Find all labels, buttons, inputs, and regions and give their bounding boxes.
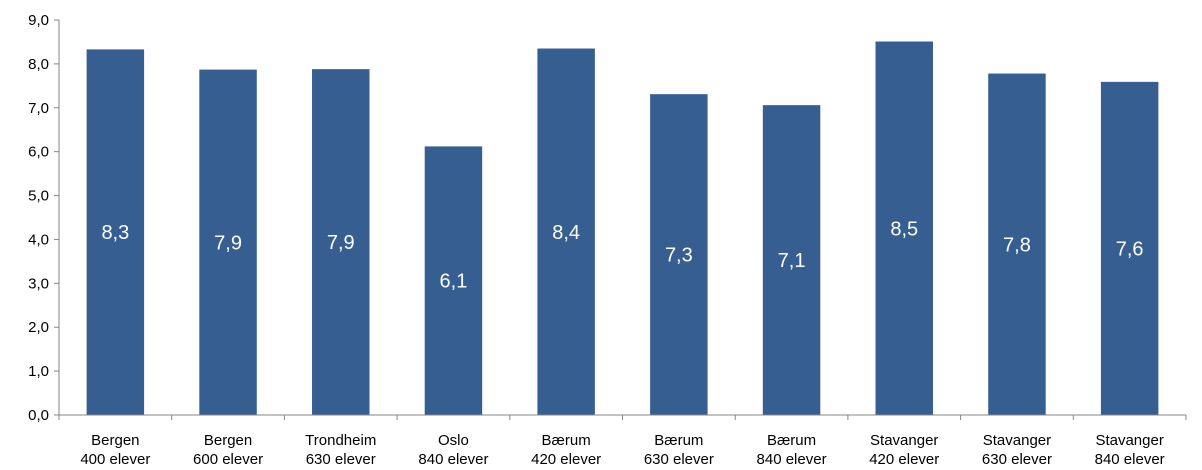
bar-data-label: 7,1 <box>778 250 806 272</box>
bar <box>86 49 145 416</box>
bar <box>1100 81 1159 415</box>
bar <box>312 69 370 416</box>
bar-data-label: 7,6 <box>1116 238 1144 260</box>
y-tick-label: 7,0 <box>28 100 49 117</box>
bar <box>424 146 483 415</box>
bar-data-label: 8,3 <box>101 222 129 244</box>
bar <box>650 94 708 415</box>
y-tick-label: 5,0 <box>28 188 49 205</box>
bar <box>199 69 257 415</box>
y-tick-label: 2,0 <box>28 319 49 336</box>
x-category-label: Stavanger 630 elever <box>982 432 1052 468</box>
x-category-label: Stavanger 420 elever <box>869 432 939 468</box>
x-category-label: Bergen 600 elever <box>193 432 263 468</box>
x-category-label: Bærum 420 elever <box>531 432 601 468</box>
bar <box>537 48 595 416</box>
x-axis: Bergen 400 elever Bergen 600 elever Trondhei… <box>58 414 1187 468</box>
bar-data-label: 8,4 <box>552 222 580 244</box>
x-category-label: Bærum 630 elever <box>644 432 714 468</box>
x-category-label: Bærum 840 elever <box>757 432 827 468</box>
bar <box>762 105 821 416</box>
x-category-label: Oslo 840 elever <box>418 432 488 468</box>
y-tick-label: 6,0 <box>28 144 49 161</box>
bar-data-label: 8,5 <box>890 218 918 240</box>
bar-data-label: 7,9 <box>327 232 355 254</box>
x-category-label: Trondheim 630 elever <box>305 432 376 468</box>
bar-data-label: 6,1 <box>440 271 468 293</box>
bar <box>988 73 1046 416</box>
y-axis: 0,0 1,0 2,0 3,0 4,0 5,0 6,0 7,0 8,0 9,0 <box>28 12 60 424</box>
bar <box>875 41 933 415</box>
x-category-label: Bergen 400 elever <box>80 432 150 468</box>
y-tick-label: 0,0 <box>28 407 49 424</box>
bar-data-label: 7,3 <box>665 245 693 267</box>
bar-data-label: 7,8 <box>1003 234 1031 256</box>
x-category-label: Stavanger 840 elever <box>1095 432 1165 468</box>
y-tick-label: 8,0 <box>28 56 49 73</box>
y-tick-label: 4,0 <box>28 231 49 248</box>
bar-data-label: 7,9 <box>214 232 242 254</box>
y-tick-label: 1,0 <box>28 363 49 380</box>
bars: 8,3 7,9 7,9 6,1 8,4 7,3 7,1 8,5 7,8 7,6 <box>86 41 1159 416</box>
y-tick-label: 9,0 <box>28 12 49 29</box>
y-tick-label: 3,0 <box>28 275 49 292</box>
